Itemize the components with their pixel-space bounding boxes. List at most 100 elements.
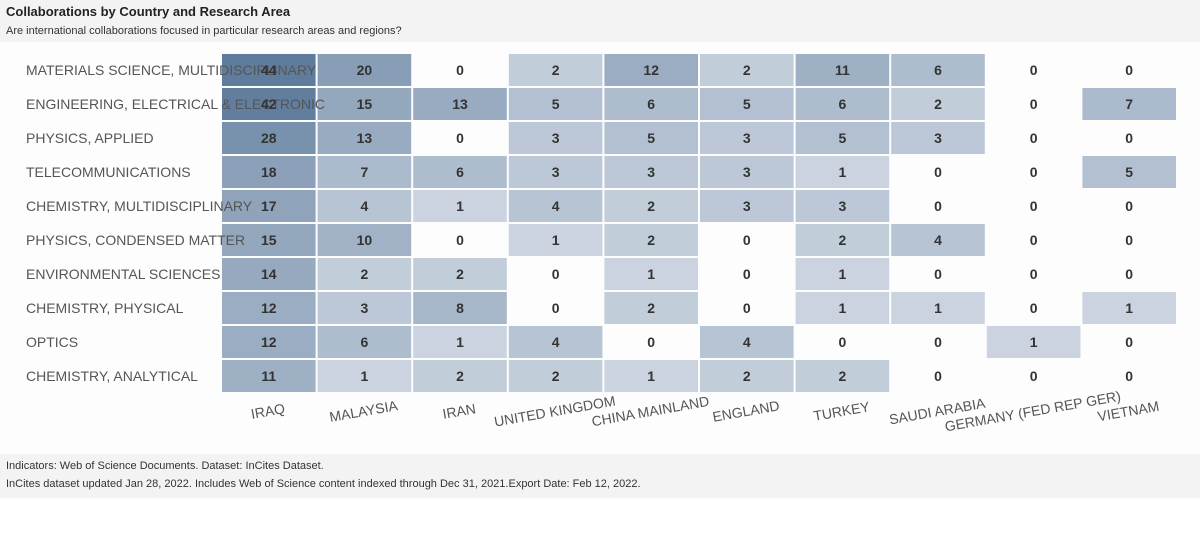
heatmap-cell <box>222 54 316 86</box>
heatmap-cell <box>413 360 507 392</box>
cell-value-label: 3 <box>552 130 560 146</box>
cell-value-label: 1 <box>456 334 464 350</box>
cell-value-label: 0 <box>934 266 942 282</box>
heatmap-cell <box>604 156 698 188</box>
cell-value-label: 3 <box>934 130 942 146</box>
cell-value-label: 7 <box>1125 96 1133 112</box>
heatmap-cell <box>891 54 985 86</box>
cell-value-label: 1 <box>934 300 942 316</box>
cell-value-label: 1 <box>552 232 560 248</box>
cell-value-label: 5 <box>552 96 560 112</box>
heatmap-cell <box>508 326 603 358</box>
heatmap-cell <box>891 122 985 154</box>
cell-value-label: 0 <box>647 334 655 350</box>
heatmap-cell <box>222 122 316 154</box>
heatmap-cell <box>222 88 316 120</box>
cell-value-label: 2 <box>552 62 560 78</box>
heatmap-cell <box>795 224 890 256</box>
cell-value-label: 2 <box>552 368 560 384</box>
cell-value-label: 4 <box>552 198 560 214</box>
row-label: ENGINEERING, ELECTRICAL & ELECTRONIC <box>26 96 325 112</box>
heatmap-cell <box>604 122 698 154</box>
cell-value-label: 0 <box>934 198 942 214</box>
heatmap-cell <box>1082 156 1176 188</box>
cell-value-label: 0 <box>1125 232 1133 248</box>
heatmap-cell <box>317 292 412 324</box>
cell-value-label: 2 <box>743 368 751 384</box>
heatmap-cell <box>413 326 507 358</box>
cell-value-label: 0 <box>1125 368 1133 384</box>
row-label: PHYSICS, CONDENSED MATTER <box>26 232 245 248</box>
heatmap-cell <box>986 326 1081 358</box>
cell-value-label: 0 <box>1125 334 1133 350</box>
heatmap-cell <box>222 224 316 256</box>
cell-value-label: 5 <box>839 130 847 146</box>
cell-value-label: 2 <box>456 368 464 384</box>
column-label: TURKEY <box>812 398 871 424</box>
heatmap-cell <box>700 360 794 392</box>
heatmap-cell <box>317 122 412 154</box>
cell-value-label: 12 <box>643 62 659 78</box>
cell-value-label: 1 <box>647 368 655 384</box>
heatmap-cell <box>700 88 794 120</box>
cell-value-label: 14 <box>261 266 277 282</box>
heatmap-cell <box>700 122 794 154</box>
heatmap-cell <box>891 88 985 120</box>
cell-value-label: 3 <box>839 198 847 214</box>
heatmap-cell <box>508 156 603 188</box>
cell-value-label: 6 <box>647 96 655 112</box>
cell-value-label: 1 <box>839 266 847 282</box>
cell-value-label: 15 <box>357 96 373 112</box>
heatmap-cell <box>508 190 603 222</box>
heatmap-cell <box>795 88 890 120</box>
row-label: CHEMISTRY, ANALYTICAL <box>26 368 198 384</box>
cell-value-label: 0 <box>934 164 942 180</box>
cell-value-label: 2 <box>647 198 655 214</box>
column-label: IRAN <box>441 400 477 422</box>
heatmap-cell <box>700 54 794 86</box>
heatmap-cell <box>317 88 412 120</box>
cell-value-label: 4 <box>743 334 751 350</box>
cell-value-label: 2 <box>456 266 464 282</box>
cell-value-label: 3 <box>647 164 655 180</box>
cell-value-label: 42 <box>261 96 277 112</box>
cell-value-label: 0 <box>1125 130 1133 146</box>
heatmap-cell <box>604 190 698 222</box>
heatmap-cell <box>317 326 412 358</box>
cell-value-label: 1 <box>1125 300 1133 316</box>
cell-value-label: 17 <box>261 198 277 214</box>
cell-value-label: 6 <box>456 164 464 180</box>
cell-value-label: 3 <box>743 130 751 146</box>
cell-value-label: 5 <box>743 96 751 112</box>
heatmap-cell <box>508 122 603 154</box>
footer-indicators: Indicators: Web of Science Documents. Da… <box>6 460 324 472</box>
cell-value-label: 2 <box>934 96 942 112</box>
heatmap-cell <box>508 360 603 392</box>
cell-value-label: 0 <box>1030 62 1038 78</box>
cell-value-label: 10 <box>357 232 373 248</box>
cell-value-label: 2 <box>839 232 847 248</box>
heatmap-cell <box>604 54 698 86</box>
cell-value-label: 2 <box>647 300 655 316</box>
cell-value-label: 0 <box>1030 368 1038 384</box>
heatmap-chart[interactable]: MATERIALS SCIENCE, MULTIDISCIPLINARY ENGI… <box>0 42 1200 454</box>
cell-value-label: 0 <box>743 266 751 282</box>
page-title: Collaborations by Country and Research A… <box>6 4 291 19</box>
cell-value-label: 0 <box>743 232 751 248</box>
row-label: CHEMISTRY, PHYSICAL <box>26 300 184 316</box>
heatmap-cell <box>508 54 603 86</box>
cell-value-label: 0 <box>1125 266 1133 282</box>
cell-value-label: 0 <box>1030 164 1038 180</box>
heatmap-cell <box>700 190 794 222</box>
cell-value-label: 1 <box>456 198 464 214</box>
footer: Indicators: Web of Science Documents. Da… <box>0 454 1200 498</box>
cell-value-label: 5 <box>1125 164 1133 180</box>
column-label: MALAYSIA <box>328 397 399 425</box>
cell-value-label: 13 <box>452 96 468 112</box>
cell-value-label: 0 <box>1125 62 1133 78</box>
cell-value-label: 2 <box>743 62 751 78</box>
cell-value-label: 0 <box>1125 198 1133 214</box>
cell-value-label: 0 <box>456 130 464 146</box>
cell-value-label: 15 <box>261 232 277 248</box>
heatmap-cell <box>795 292 890 324</box>
